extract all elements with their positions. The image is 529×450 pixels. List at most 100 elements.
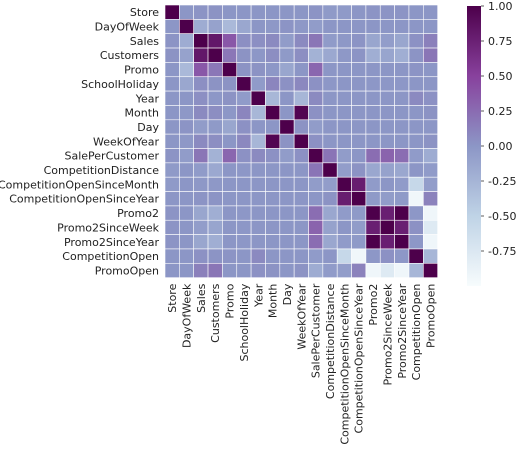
- heatmap-cell-Promo-Month: [265, 62, 281, 78]
- heatmap-cell-CompetitionOpenSinceMonth-Promo2SinceYear: [394, 176, 410, 192]
- heatmap-cell-SchoolHoliday-Year: [250, 76, 266, 92]
- heatmap-cell-Sales-SalePerCustomer: [308, 33, 324, 49]
- heatmap-cell-Day-Sales: [193, 119, 209, 135]
- heatmap-cell-Day-Promo2: [365, 119, 381, 135]
- heatmap-cell-Promo-Promo: [222, 62, 238, 78]
- heatmap-cell-SalePerCustomer-Year: [250, 148, 266, 164]
- heatmap-cell-PromoOpen-Promo2SinceWeek: [379, 262, 395, 278]
- heatmap-cell-SalePerCustomer-Store: [164, 148, 180, 164]
- heatmap-cell-Promo-SalePerCustomer: [308, 62, 324, 78]
- heatmap-cell-DayOfWeek-CompetitionOpenSinceYear: [351, 19, 367, 35]
- heatmap-cell-Customers-CompetitionDistance: [322, 47, 338, 63]
- y-tick-label: SchoolHoliday: [81, 78, 159, 91]
- heatmap-cell-Promo-Day: [279, 62, 295, 78]
- heatmap-cell-WeekOfYear-Promo: [222, 133, 238, 149]
- y-tick-label: Store: [130, 6, 159, 19]
- heatmap-cell-WeekOfYear-Sales: [193, 133, 209, 149]
- heatmap-cell-Store-CompetitionOpenSinceMonth: [336, 4, 352, 20]
- heatmap-cell-Day-Day: [279, 119, 295, 135]
- heatmap-cell-CompetitionOpen-Year: [250, 248, 266, 264]
- heatmap-cell-Day-Year: [250, 119, 266, 135]
- heatmap-cell-Promo2-Year: [250, 205, 266, 221]
- heatmap-cell-Day-SchoolHoliday: [236, 119, 252, 135]
- heatmap-cell-WeekOfYear-SalePerCustomer: [308, 133, 324, 149]
- heatmap-cell-CompetitionDistance-CompetitionDistance: [322, 162, 338, 178]
- y-tick-label: WeekOfYear: [93, 135, 159, 148]
- heatmap-cell-Year-CompetitionDistance: [322, 90, 338, 106]
- x-tick-label: DayOfWeek: [181, 283, 194, 348]
- x-tick-label: Store: [166, 283, 179, 312]
- heatmap-cell-SalePerCustomer-CompetitionOpenSinceYear: [351, 148, 367, 164]
- heatmap-cell-PromoOpen-Promo: [222, 262, 238, 278]
- x-tick-label: Year: [252, 283, 265, 308]
- heatmap-cell-PromoOpen-DayOfWeek: [179, 262, 195, 278]
- heatmap-cell-Year-DayOfWeek: [179, 90, 195, 106]
- heatmap-cell-Customers-Promo2: [365, 47, 381, 63]
- y-tick-label: DayOfWeek: [95, 21, 160, 34]
- heatmap-cell-Customers-CompetitionOpenSinceMonth: [336, 47, 352, 63]
- heatmap-cell-Customers-SalePerCustomer: [308, 47, 324, 63]
- heatmap-cell-Promo2SinceYear-CompetitionOpenSinceYear: [351, 234, 367, 250]
- heatmap-cell-PromoOpen-PromoOpen: [422, 262, 438, 278]
- heatmap-cell-CompetitionOpenSinceYear-CompetitionDistance: [322, 191, 338, 207]
- heatmap-cell-Store-SalePerCustomer: [308, 4, 324, 20]
- heatmap-cell-Month-DayOfWeek: [179, 105, 195, 121]
- heatmap-cell-SalePerCustomer-Customers: [207, 148, 223, 164]
- heatmap-cell-Year-Promo2SinceWeek: [379, 90, 395, 106]
- heatmap-cell-SalePerCustomer-Day: [279, 148, 295, 164]
- heatmap-cell-Customers-DayOfWeek: [179, 47, 195, 63]
- heatmap-cell-Day-Promo2SinceWeek: [379, 119, 395, 135]
- heatmap-cell-Sales-Promo2: [365, 33, 381, 49]
- heatmap-cell-Promo-CompetitionOpen: [408, 62, 424, 78]
- heatmap-cell-Promo-Promo2SinceYear: [394, 62, 410, 78]
- heatmap-cell-CompetitionOpenSinceMonth-Promo2: [365, 176, 381, 192]
- heatmap-cell-CompetitionDistance-Promo2SinceWeek: [379, 162, 395, 178]
- heatmap-cell-Promo-DayOfWeek: [179, 62, 195, 78]
- heatmap-cell-Promo2-Day: [279, 205, 295, 221]
- heatmap-cell-CompetitionOpenSinceMonth-Day: [279, 176, 295, 192]
- heatmap-cell-Store-Store: [164, 4, 180, 20]
- heatmap-cell-Promo2-WeekOfYear: [293, 205, 309, 221]
- heatmap-cell-CompetitionOpenSinceYear-Year: [250, 191, 266, 207]
- heatmap-cell-Month-Promo2: [365, 105, 381, 121]
- y-tick-label: CompetitionOpenSinceMonth: [0, 178, 159, 191]
- heatmap-cell-SchoolHoliday-CompetitionOpenSinceYear: [351, 76, 367, 92]
- heatmap-cell-DayOfWeek-CompetitionDistance: [322, 19, 338, 35]
- heatmap-cell-Promo-Promo2: [365, 62, 381, 78]
- y-tick-label: Promo2SinceYear: [64, 236, 159, 249]
- colorbar-tick-label: 0.75: [488, 35, 513, 48]
- heatmap-cell-CompetitionDistance-CompetitionOpenSinceMonth: [336, 162, 352, 178]
- heatmap-cell-Promo2SinceWeek-CompetitionDistance: [322, 219, 338, 235]
- heatmap-cell-Year-PromoOpen: [422, 90, 438, 106]
- heatmap-cell-Promo2SinceWeek-Store: [164, 219, 180, 235]
- heatmap-cell-Promo2SinceWeek-PromoOpen: [422, 219, 438, 235]
- heatmap-cell-DayOfWeek-Promo2SinceWeek: [379, 19, 395, 35]
- heatmap-cell-Promo2SinceWeek-Promo: [222, 219, 238, 235]
- heatmap-cell-Customers-CompetitionOpenSinceYear: [351, 47, 367, 63]
- heatmap-cell-CompetitionDistance-SalePerCustomer: [308, 162, 324, 178]
- heatmap-cell-WeekOfYear-Promo2SinceYear: [394, 133, 410, 149]
- heatmap-cell-PromoOpen-Year: [250, 262, 266, 278]
- heatmap-cell-CompetitionOpen-SchoolHoliday: [236, 248, 252, 264]
- heatmap-cell-Month-Month: [265, 105, 281, 121]
- y-tick-label: Day: [137, 121, 159, 134]
- heatmap-cell-Day-Customers: [207, 119, 223, 135]
- heatmap-cell-Promo2SinceYear-CompetitionDistance: [322, 234, 338, 250]
- heatmap-cell-Customers-Promo2SinceYear: [394, 47, 410, 63]
- heatmap-cell-Store-Promo2SinceWeek: [379, 4, 395, 20]
- heatmap-cell-Store-Day: [279, 4, 295, 20]
- heatmap-cell-SchoolHoliday-SchoolHoliday: [236, 76, 252, 92]
- heatmap-cell-CompetitionDistance-WeekOfYear: [293, 162, 309, 178]
- heatmap-cell-SalePerCustomer-Promo: [222, 148, 238, 164]
- heatmap-cell-Promo2SinceYear-Promo2: [365, 234, 381, 250]
- heatmap-cell-Year-CompetitionOpenSinceYear: [351, 90, 367, 106]
- heatmap-cell-CompetitionOpenSinceYear-SchoolHoliday: [236, 191, 252, 207]
- heatmap-cell-Year-CompetitionOpen: [408, 90, 424, 106]
- heatmap-cell-Promo2SinceYear-SchoolHoliday: [236, 234, 252, 250]
- heatmap-cell-Customers-SchoolHoliday: [236, 47, 252, 63]
- heatmap-cell-Year-Month: [265, 90, 281, 106]
- heatmap-cell-Sales-Promo2SinceYear: [394, 33, 410, 49]
- heatmap-cell-PromoOpen-Day: [279, 262, 295, 278]
- heatmap-cell-Promo-Year: [250, 62, 266, 78]
- heatmap-cell-Promo2-Sales: [193, 205, 209, 221]
